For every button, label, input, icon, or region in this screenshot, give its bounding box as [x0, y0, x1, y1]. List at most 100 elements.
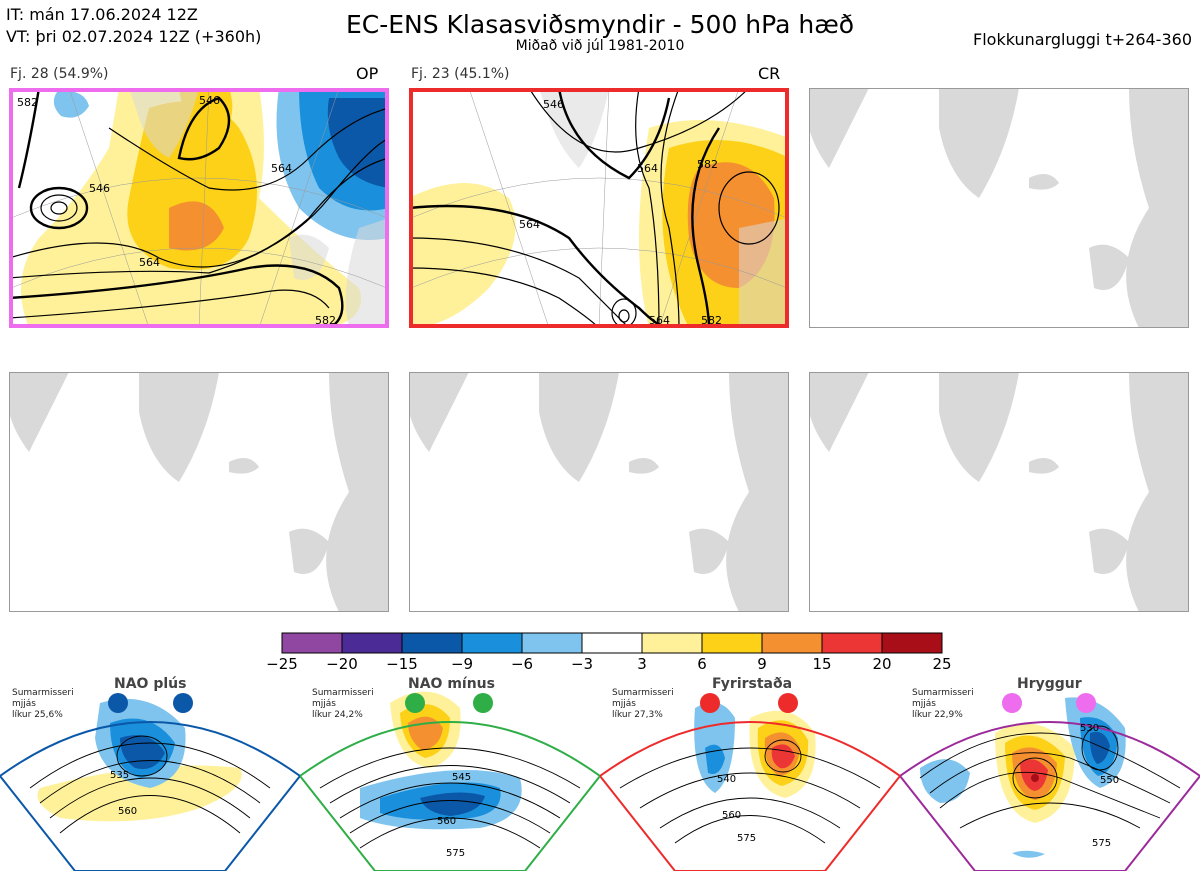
colorbar-tick-label: 25 — [932, 655, 952, 673]
contour-label: 564 — [649, 314, 670, 327]
contour-label: 546 — [89, 182, 110, 195]
contour-label: 564 — [637, 162, 658, 175]
empty-map-6 — [809, 372, 1189, 612]
regime-blocking: 540 560 575 Fyrirstaða Sumarmisseri mjjá… — [600, 676, 900, 871]
regime-marker — [1076, 693, 1096, 713]
regime-season: Sumarmisseri — [612, 688, 674, 698]
colorbar-swatch — [821, 632, 883, 654]
colorbar — [280, 632, 944, 658]
colorbar-swatch — [581, 632, 643, 654]
regime-name: NAO mínus — [408, 676, 495, 692]
regime-info: Sumarmisseri mjjás líkur 24,2% — [312, 688, 374, 721]
cluster-panel-5[interactable] — [409, 372, 789, 612]
panel-1-code: OP — [356, 64, 379, 83]
panel-2-label: Fj. 23 (45.1%) — [411, 66, 510, 82]
contour-label: 564 — [139, 256, 160, 269]
regime-name: Hryggur — [1017, 676, 1082, 692]
cluster-map-1: 546 546 564 564 582 582 — [9, 88, 389, 328]
page-title: EC-ENS Klasasviðsmyndir - 500 hPa hæð — [345, 10, 855, 39]
contour-label: 582 — [701, 314, 722, 327]
contour-label: 575 — [1092, 838, 1111, 849]
colorbar-swatch — [761, 632, 823, 654]
regime-mean: mjjás — [312, 699, 336, 709]
colorbar-swatch — [461, 632, 523, 654]
regime-nao-plus: 535 560 NAO plús Sumarmisseri mjjás líku… — [0, 676, 300, 871]
contour-label: 546 — [199, 94, 220, 107]
panel-2-code: CR — [758, 64, 781, 83]
regime-prob: líkur 25,6% — [12, 710, 63, 720]
colorbar-tick-label: −3 — [570, 655, 594, 673]
regime-mean: mjjás — [612, 699, 636, 709]
classification-window: Flokkunargluggi t+264-360 — [973, 30, 1192, 49]
regime-prob: líkur 27,3% — [612, 710, 663, 720]
cluster-panel-6[interactable] — [809, 372, 1189, 612]
regime-marker — [473, 693, 493, 713]
regime-nao-minus: 545 560 575 NAO mínus Sumarmisseri mjjás… — [300, 676, 600, 871]
contour-label: 545 — [452, 772, 471, 783]
page-subtitle: Miðað við júl 1981-2010 — [515, 38, 685, 54]
regime-map-1: 535 560 — [0, 693, 300, 871]
contour-label: 535 — [110, 770, 129, 781]
regime-info: Sumarmisseri mjjás líkur 27,3% — [612, 688, 674, 721]
regime-marker — [1002, 693, 1022, 713]
regime-marker — [405, 693, 425, 713]
contour-label: 560 — [722, 810, 741, 821]
contour-label: 582 — [17, 96, 38, 109]
valid-time: VT: þri 02.07.2024 12Z (+360h) — [6, 27, 262, 46]
contour-label: 575 — [737, 833, 756, 844]
header-info: IT: mán 17.06.2024 12Z VT: þri 02.07.202… — [6, 4, 261, 48]
contour-label: 550 — [1100, 775, 1119, 786]
regime-ridge: 530 550 575 Hryggur Sumarmisseri mjjás l… — [900, 676, 1200, 871]
colorbar-tick-label: 15 — [812, 655, 832, 673]
colorbar-tick-label: 6 — [697, 655, 707, 673]
colorbar-swatches — [281, 632, 943, 654]
regime-map-3: 540 560 575 — [600, 693, 900, 871]
panel-2-border — [409, 88, 789, 328]
cluster-panel-2[interactable]: 546 564 582 564 582 564 — [409, 88, 789, 328]
contour-label: 564 — [271, 162, 292, 175]
colorbar-swatch — [521, 632, 583, 654]
regime-marker — [173, 693, 193, 713]
colorbar-tick-label: −20 — [326, 655, 358, 673]
init-time: IT: mán 17.06.2024 12Z — [6, 5, 198, 24]
panel-1-border — [9, 88, 389, 328]
regime-season: Sumarmisseri — [12, 688, 74, 698]
colorbar-tick-label: −15 — [386, 655, 418, 673]
regime-season: Sumarmisseri — [912, 688, 974, 698]
regime-mean: mjjás — [912, 699, 936, 709]
colorbar-tick-label: 3 — [637, 655, 647, 673]
regime-prob: líkur 22,9% — [912, 710, 963, 720]
regime-prob: líkur 24,2% — [312, 710, 363, 720]
colorbar-swatch — [401, 632, 463, 654]
colorbar-tick-label: −9 — [450, 655, 474, 673]
colorbar-swatch — [701, 632, 763, 654]
regime-info: Sumarmisseri mjjás líkur 25,6% — [12, 688, 74, 721]
colorbar-swatch — [281, 632, 343, 654]
contour-label: 560 — [118, 806, 137, 817]
regime-map-4: 530 550 575 — [900, 693, 1200, 871]
regime-mean: mjjás — [12, 699, 36, 709]
contour-label: 546 — [543, 98, 564, 111]
cluster-panel-4[interactable] — [9, 372, 389, 612]
cluster-panel-1[interactable]: 546 546 564 564 582 582 — [9, 88, 389, 328]
contour-label: 582 — [697, 158, 718, 171]
contour-label: 582 — [315, 314, 336, 327]
cluster-panel-3[interactable] — [809, 88, 1189, 328]
colorbar-tick-label: 9 — [757, 655, 767, 673]
colorbar-tick-label: −25 — [266, 655, 298, 673]
regime-name: Fyrirstaða — [712, 676, 793, 692]
regime-name: NAO plús — [114, 676, 187, 692]
contour-label: 530 — [1080, 723, 1099, 734]
empty-map-3 — [809, 88, 1189, 328]
regime-marker — [778, 693, 798, 713]
colorbar-swatch — [641, 632, 703, 654]
contour-label: 560 — [437, 816, 456, 827]
colorbar-tick-label: −6 — [510, 655, 534, 673]
panel-1-label: Fj. 28 (54.9%) — [10, 66, 109, 82]
empty-map-5 — [409, 372, 789, 612]
contour-label: 540 — [717, 774, 736, 785]
empty-map-4 — [9, 372, 389, 612]
cluster-map-2: 546 564 582 564 582 564 — [409, 88, 789, 328]
colorbar-tick-label: 20 — [872, 655, 892, 673]
regime-marker — [700, 693, 720, 713]
